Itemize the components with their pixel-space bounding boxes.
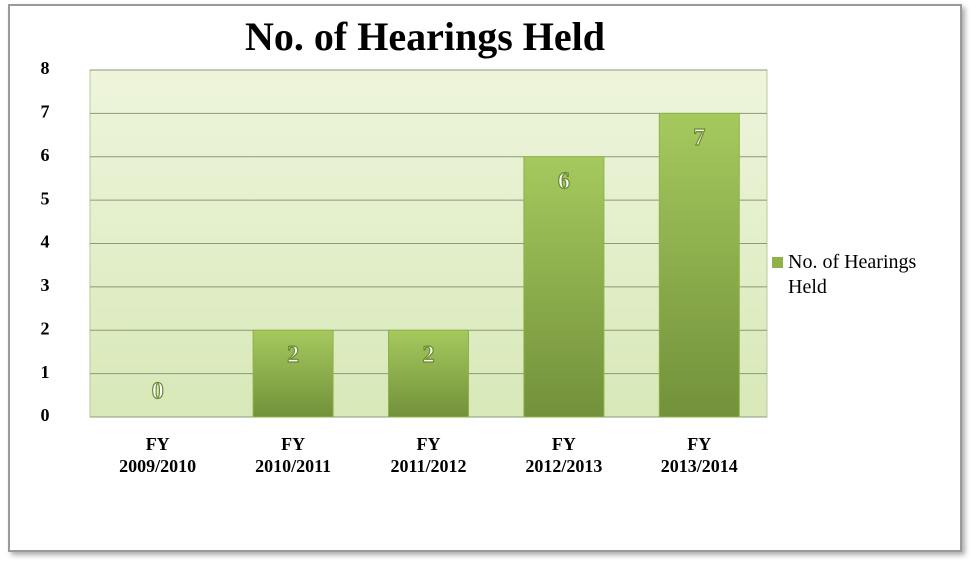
x-tick-label: FY 2013/2014	[660, 434, 738, 476]
bar	[388, 329, 469, 418]
y-tick-label: 0	[41, 405, 50, 425]
bar	[523, 156, 605, 418]
data-label: 2	[287, 342, 299, 368]
data-label: 0	[152, 379, 164, 405]
x-tick-label: FY 2010/2011	[255, 434, 332, 476]
y-tick-label: 6	[41, 145, 50, 165]
y-tick-label: 3	[41, 275, 50, 295]
data-label: 6	[558, 168, 570, 194]
x-tick-label: FY 2011/2012	[390, 434, 467, 476]
x-tick-label: FY 2009/2010	[119, 434, 197, 476]
y-tick-label: 5	[41, 188, 50, 208]
legend-swatch	[772, 257, 783, 268]
y-tick-label: 1	[41, 362, 50, 382]
data-label: 2	[423, 342, 435, 368]
bar	[252, 329, 334, 418]
bar	[658, 112, 740, 418]
y-tick-label: 7	[41, 102, 50, 122]
chart-title: No. of Hearings Held	[245, 14, 605, 59]
y-tick-label: 2	[41, 318, 50, 338]
y-tick-label: 4	[41, 232, 50, 252]
y-tick-label: 8	[41, 58, 50, 78]
data-label: 7	[693, 125, 705, 151]
x-tick-label: FY 2012/2013	[525, 434, 603, 476]
legend-label: No. of Hearings Held	[788, 251, 917, 298]
